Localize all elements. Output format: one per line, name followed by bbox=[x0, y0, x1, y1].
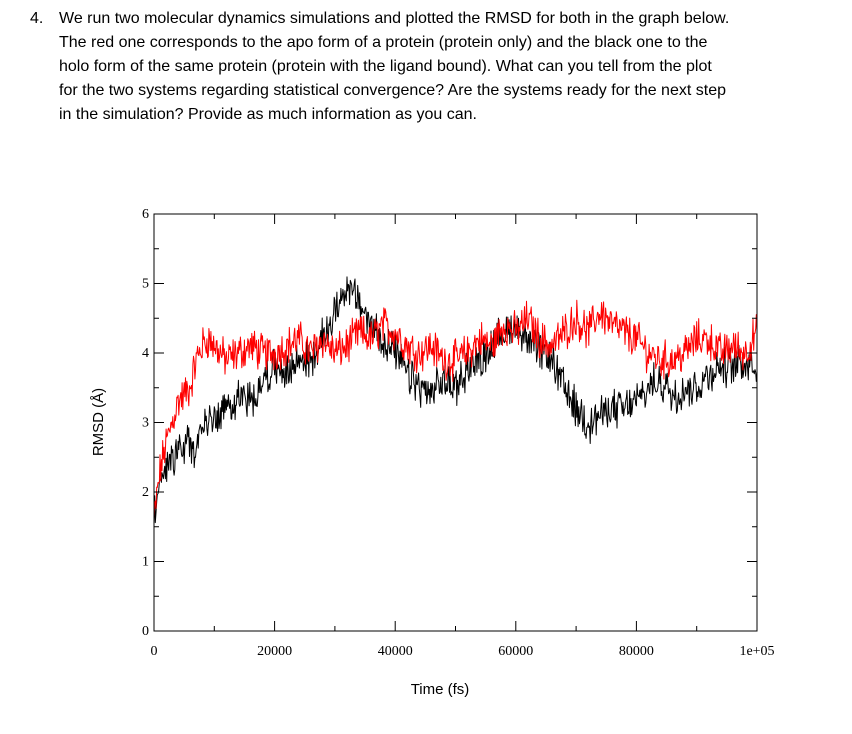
question-line: holo form of the same protein (protein w… bbox=[59, 58, 712, 75]
x-tick-label: 80000 bbox=[619, 644, 654, 659]
question-line: in the simulation? Provide as much infor… bbox=[59, 106, 477, 123]
question-line: for the two systems regarding statistica… bbox=[59, 82, 726, 99]
question-paragraph: We run two molecular dynamics simulation… bbox=[59, 7, 809, 127]
y-tick-label: 5 bbox=[142, 277, 149, 292]
series-line-holo bbox=[153, 276, 758, 524]
y-axis-title: RMSD (Å) bbox=[90, 388, 107, 456]
x-tick-label: 0 bbox=[151, 644, 158, 659]
x-tick-label: 20000 bbox=[257, 644, 292, 659]
x-axis-title: Time (fs) bbox=[411, 681, 470, 698]
question-line: The red one corresponds to the apo form … bbox=[59, 34, 708, 51]
question-number: 4. bbox=[30, 10, 44, 27]
plot-frame bbox=[153, 213, 758, 632]
y-tick-label: 0 bbox=[142, 624, 149, 639]
series-line-apo bbox=[153, 299, 758, 518]
y-tick-label: 3 bbox=[142, 416, 149, 431]
question-line: We run two molecular dynamics simulation… bbox=[59, 10, 730, 27]
y-tick-label: 1 bbox=[142, 555, 149, 570]
y-tick-label: 2 bbox=[142, 485, 149, 500]
y-tick-label: 6 bbox=[142, 207, 149, 222]
x-tick-label: 40000 bbox=[378, 644, 413, 659]
x-tick-label: 60000 bbox=[498, 644, 533, 659]
y-tick-label: 4 bbox=[142, 346, 149, 361]
x-tick-label: 1e+05 bbox=[739, 644, 774, 659]
